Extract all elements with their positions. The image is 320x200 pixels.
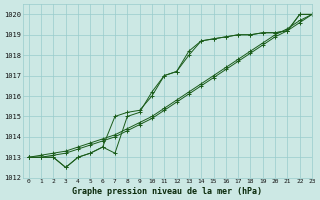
- X-axis label: Graphe pression niveau de la mer (hPa): Graphe pression niveau de la mer (hPa): [72, 187, 262, 196]
